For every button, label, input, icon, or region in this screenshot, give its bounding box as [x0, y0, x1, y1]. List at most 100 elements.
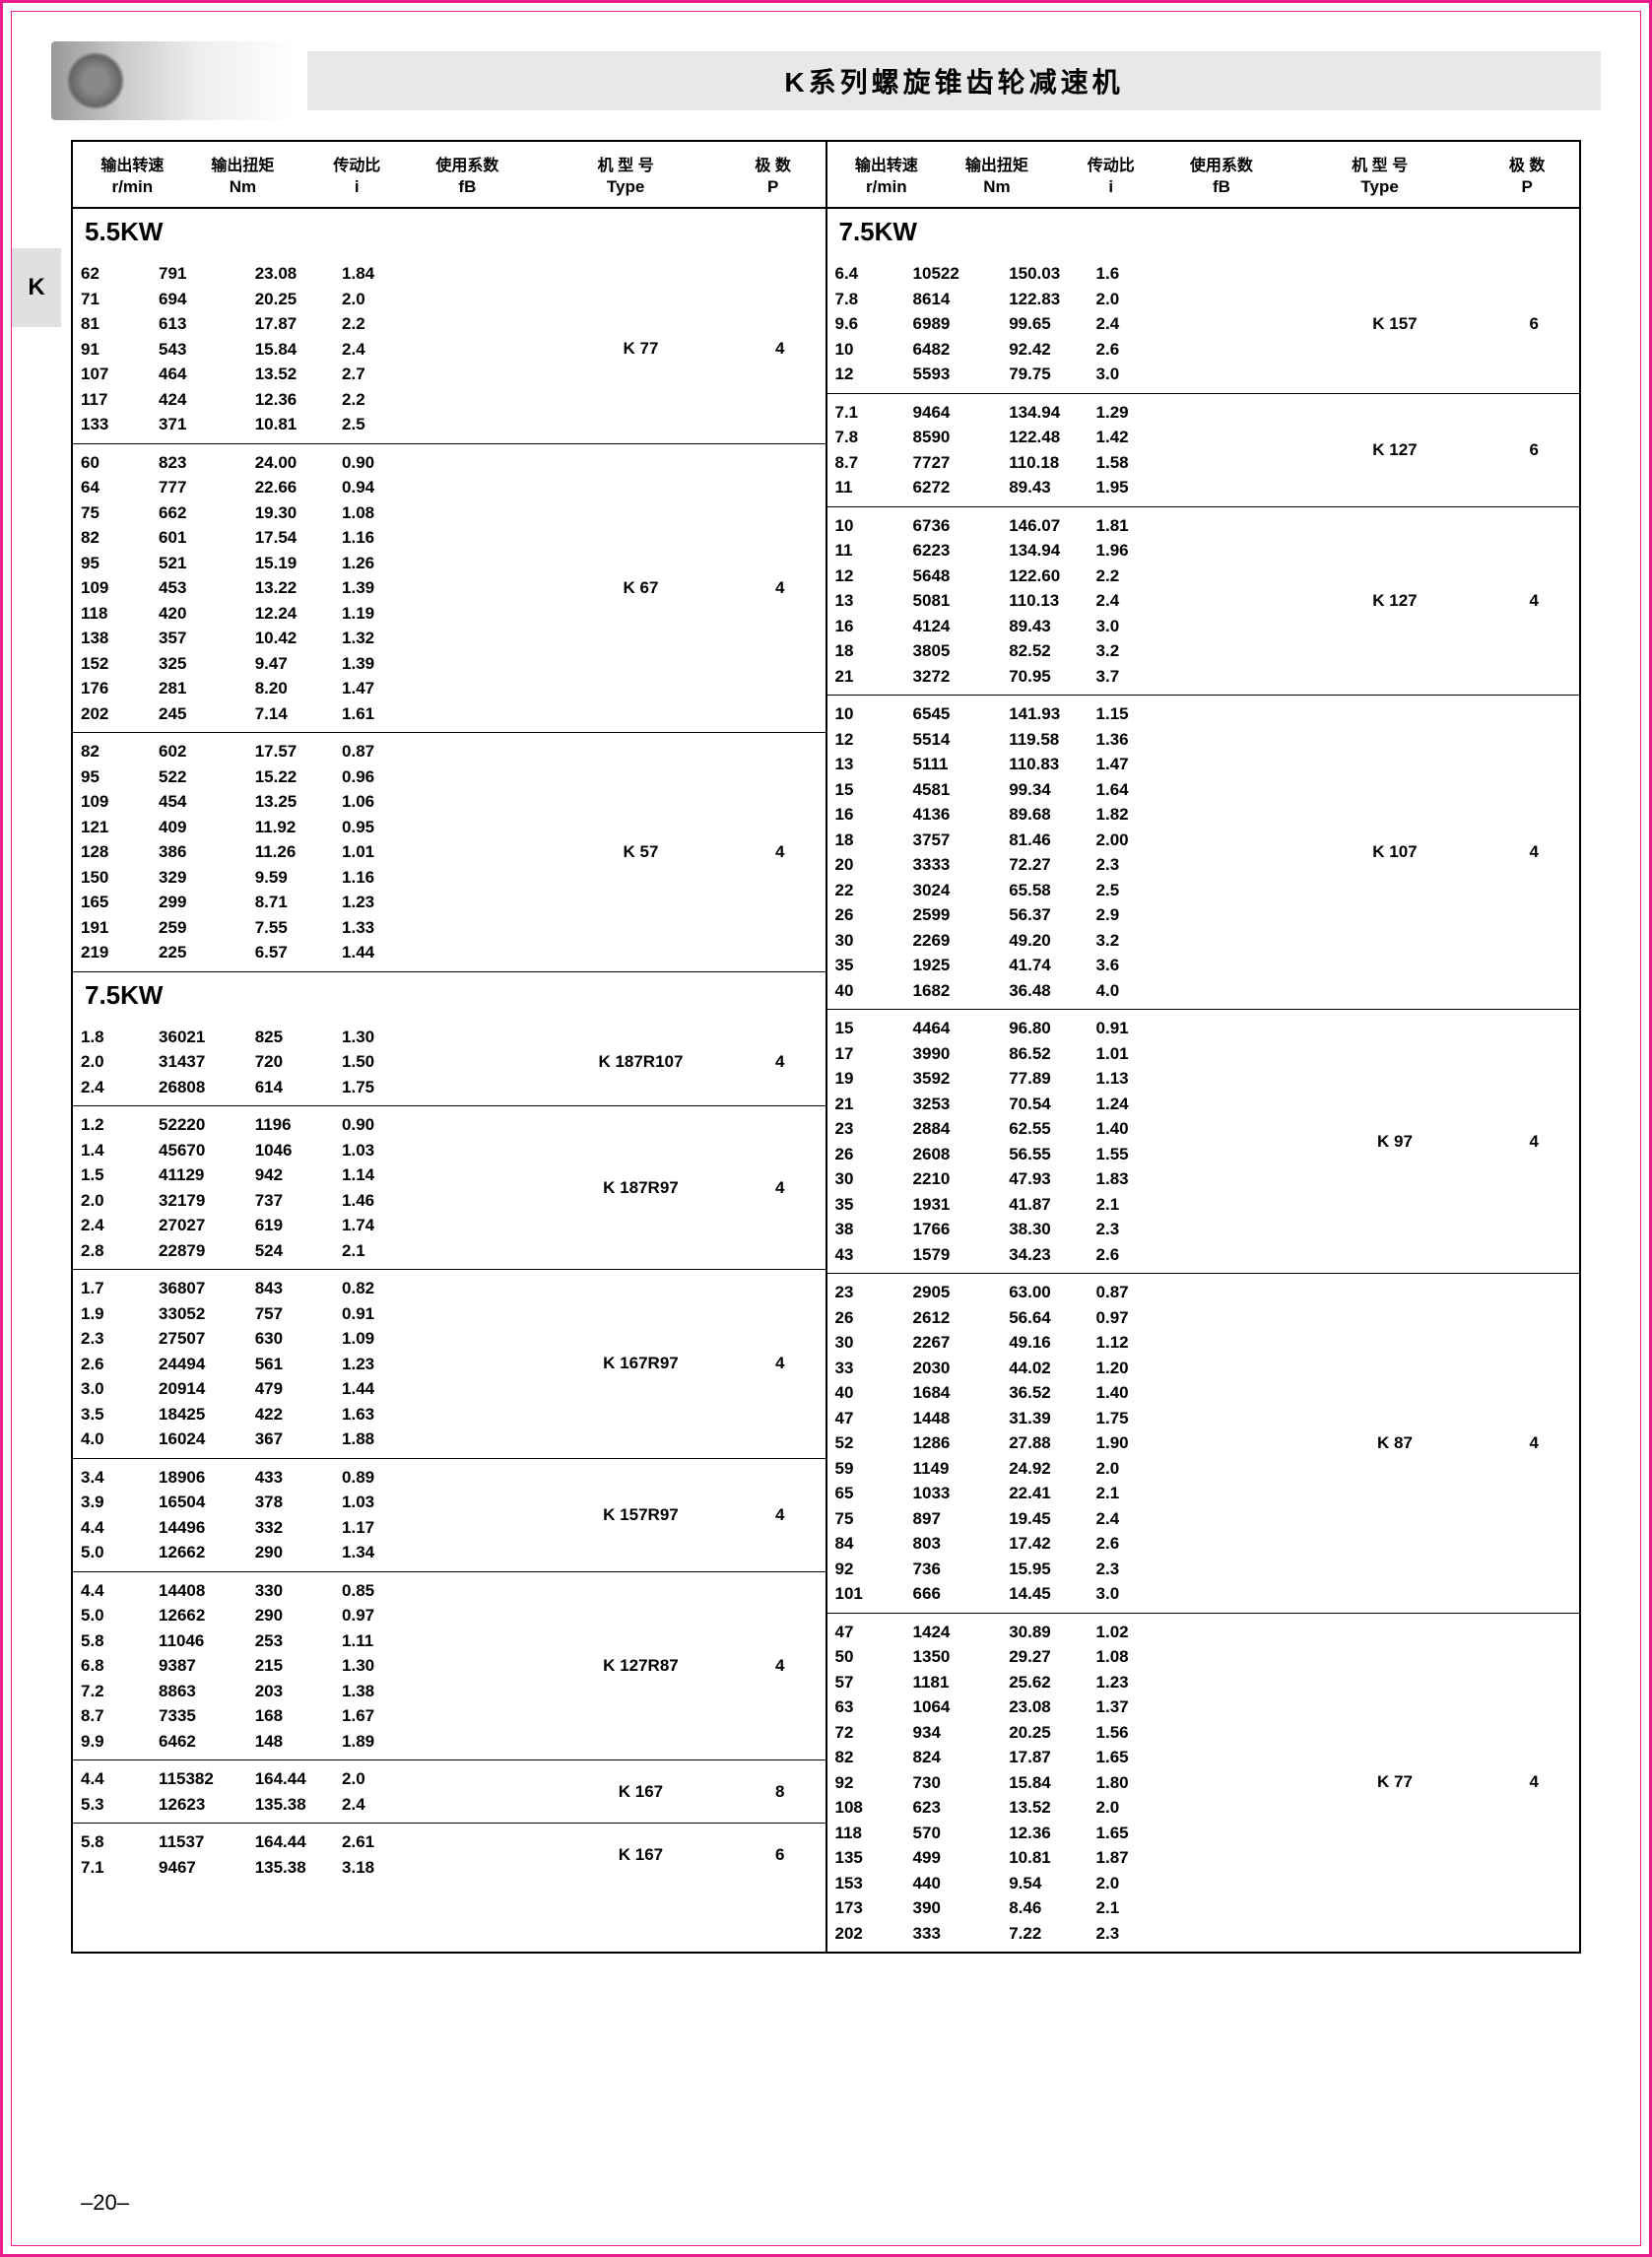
data-row: 1.44567010461.03 [81, 1138, 539, 1163]
data-row: 57118125.621.23 [835, 1670, 1293, 1695]
data-group: 1.25222011960.901.44567010461.031.541129… [73, 1106, 826, 1270]
data-row: 20333372.272.3 [835, 852, 1293, 878]
data-group: 5.811537164.442.617.19467135.383.18 K 16… [73, 1824, 826, 1886]
data-row: 2022457.141.61 [81, 701, 539, 727]
data-row: 7.88590122.481.42 [835, 425, 1293, 450]
type-cell: K 97 [1301, 1010, 1489, 1273]
data-row: 26261256.640.97 [835, 1305, 1293, 1331]
data-row: 2.6244945611.23 [81, 1352, 539, 1377]
data-row: 52128627.881.90 [835, 1430, 1293, 1456]
data-row: 3.0209144791.44 [81, 1376, 539, 1402]
data-group: 47142430.891.0250135029.271.0857118125.6… [827, 1614, 1580, 1953]
data-row: 12838611.261.01 [81, 839, 539, 865]
data-row: 1534409.542.0 [835, 1871, 1293, 1896]
data-row: 7589719.452.4 [835, 1506, 1293, 1532]
poles-cell: 8 [735, 1760, 826, 1823]
product-image [51, 41, 297, 120]
data-row: 16413689.681.82 [835, 802, 1293, 828]
data-row: 7169420.252.0 [81, 287, 539, 312]
poles-cell: 4 [735, 1572, 826, 1760]
poles-cell: 4 [735, 1459, 826, 1571]
data-row: 7.19467135.383.18 [81, 1855, 539, 1881]
type-cell: K 167 [547, 1760, 735, 1823]
data-row: 2.0314377201.50 [81, 1049, 539, 1075]
series-tab: K [12, 248, 61, 327]
data-row: 8260217.570.87 [81, 739, 539, 764]
data-row: 106545141.931.15 [835, 701, 1293, 727]
data-row: 8161317.872.2 [81, 311, 539, 337]
data-row: 8.773351681.67 [81, 1703, 539, 1729]
type-cell: K 77 [1301, 1614, 1489, 1953]
data-row: 9273015.841.80 [835, 1770, 1293, 1796]
poles-cell: 4 [1488, 507, 1579, 696]
data-row: 7.88614122.832.0 [835, 287, 1293, 312]
data-row: 5.0126622901.34 [81, 1540, 539, 1565]
data-row: 3.4189064330.89 [81, 1465, 539, 1491]
data-row: 30221047.931.83 [835, 1166, 1293, 1192]
data-row: 3.5184254221.63 [81, 1402, 539, 1427]
data-row: 8260117.541.16 [81, 525, 539, 551]
data-row: 116223134.941.96 [835, 538, 1293, 564]
data-row: 1.9330527570.91 [81, 1301, 539, 1327]
data-row: 6082324.000.90 [81, 450, 539, 476]
data-row: 10862313.522.0 [835, 1795, 1293, 1821]
type-cell: K 187R107 [547, 1019, 735, 1106]
poles-cell: 6 [1488, 394, 1579, 506]
data-row: 9.964621481.89 [81, 1729, 539, 1755]
data-row: 135081110.132.4 [835, 588, 1293, 614]
data-row: 4.0160243671.88 [81, 1427, 539, 1452]
poles-cell: 6 [1488, 255, 1579, 393]
type-cell: K 187R97 [547, 1106, 735, 1269]
table-header: 输出转速r/min 输出扭矩Nm 传动比i 使用系数fB 机 型 号Type 极… [73, 142, 826, 209]
poles-cell: 4 [735, 1270, 826, 1458]
data-row: 1.7368078430.82 [81, 1276, 539, 1301]
data-row: 33203044.021.20 [835, 1356, 1293, 1381]
data-row: 18375781.462.00 [835, 828, 1293, 853]
poles-cell: 4 [1488, 696, 1579, 1009]
data-row: 30226949.203.2 [835, 928, 1293, 954]
data-row: 5.8110462531.11 [81, 1628, 539, 1654]
poles-cell: 4 [1488, 1274, 1579, 1613]
page-header: K系列螺旋锥齿轮减速机 [51, 41, 1601, 120]
power-heading: 5.5KW [73, 209, 826, 255]
data-row: 1503299.591.16 [81, 865, 539, 891]
data-row: 15446496.800.91 [835, 1016, 1293, 1041]
gear-icon [66, 51, 125, 110]
data-table: 输出转速r/min 输出扭矩Nm 传动比i 使用系数fB 机 型 号Type 极… [71, 140, 1581, 1954]
data-row: 50135029.271.08 [835, 1644, 1293, 1670]
data-row: 6279123.081.84 [81, 261, 539, 287]
type-cell: K 127 [1301, 394, 1489, 506]
data-row: 4.4115382164.442.0 [81, 1766, 539, 1792]
data-row: 9154315.842.4 [81, 337, 539, 363]
data-row: 8.77727110.181.58 [835, 450, 1293, 476]
data-row: 1.5411299421.14 [81, 1162, 539, 1188]
data-row: 2.4268086141.75 [81, 1075, 539, 1100]
data-row: 9273615.952.3 [835, 1557, 1293, 1582]
data-row: 11742412.362.2 [81, 387, 539, 413]
data-group: 106736146.071.81116223134.941.9612564812… [827, 507, 1580, 697]
data-row: 1523259.471.39 [81, 651, 539, 677]
poles-cell: 4 [735, 255, 826, 443]
data-group: 4.4144083300.855.0126622900.975.81104625… [73, 1572, 826, 1761]
data-row: 125648122.602.2 [835, 564, 1293, 589]
data-group: 8260217.570.879552215.220.9610945413.251… [73, 733, 826, 972]
data-row: 6.410522150.031.6 [835, 261, 1293, 287]
data-row: 6477722.660.94 [81, 475, 539, 500]
data-group: 1.8360218251.302.0314377201.502.42680861… [73, 1019, 826, 1107]
data-group: 23290563.000.8726261256.640.9730226749.1… [827, 1274, 1580, 1614]
data-group: 3.4189064330.893.9165043781.034.41449633… [73, 1459, 826, 1572]
data-row: 16412489.433.0 [835, 614, 1293, 639]
data-row: 8282417.871.65 [835, 1745, 1293, 1770]
table-header: 输出转速r/min 输出扭矩Nm 传动比i 使用系数fB 机 型 号Type 极… [827, 142, 1580, 209]
data-row: 10945413.251.06 [81, 789, 539, 815]
data-row: 12140911.920.95 [81, 815, 539, 840]
type-cell: K 107 [1301, 696, 1489, 1009]
data-row: 13549910.811.87 [835, 1845, 1293, 1871]
data-row: 59114924.922.0 [835, 1456, 1293, 1482]
data-row: 2192256.571.44 [81, 940, 539, 965]
data-row: 9.6698999.652.4 [835, 311, 1293, 337]
data-row: 5.811537164.442.61 [81, 1829, 539, 1855]
data-row: 1.8360218251.30 [81, 1025, 539, 1050]
data-row: 15458199.341.64 [835, 777, 1293, 803]
data-row: 11842012.241.19 [81, 601, 539, 627]
